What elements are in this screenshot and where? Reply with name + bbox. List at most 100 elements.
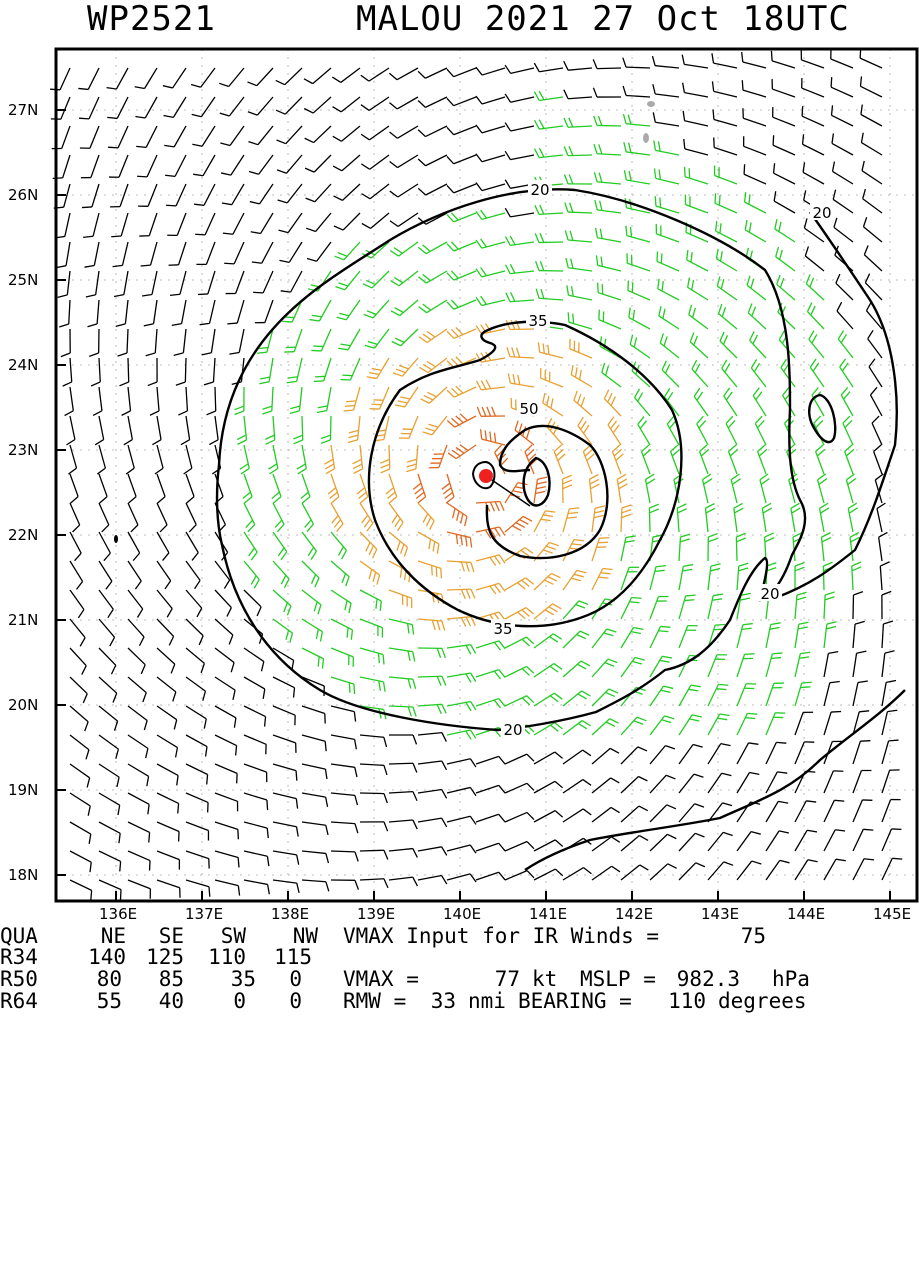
wind-barb (834, 218, 853, 242)
wind-barb (418, 561, 441, 578)
wind-barb (596, 255, 621, 271)
wind-barb (654, 168, 679, 184)
wind-barb (138, 184, 157, 206)
wind-barb (660, 333, 679, 358)
contour-label: 20 (812, 204, 831, 222)
wind-barb (442, 474, 454, 503)
wind-barb (705, 504, 714, 532)
wind-barb (418, 648, 445, 658)
wind-barb (628, 281, 650, 300)
wind-barb (688, 278, 708, 300)
wind-barb (99, 822, 120, 843)
wind-barb (157, 735, 177, 757)
wind-barbs (50, 48, 902, 900)
wind-barb (157, 880, 180, 898)
wind-barb (690, 333, 708, 358)
wind-barb (88, 300, 99, 327)
wind-barb (334, 213, 360, 230)
wind-barb (137, 155, 157, 177)
bearing-label: BEARING = (518, 990, 632, 1012)
wind-barb (273, 619, 292, 643)
lat-label: 20N (8, 696, 38, 714)
contour-label: 35 (493, 620, 512, 638)
wind-barb (802, 106, 824, 126)
wind-barb (621, 505, 631, 532)
wind-barb (505, 637, 534, 648)
wind-barb (476, 268, 505, 277)
r50-ne: 80 (62, 968, 122, 990)
wind-barb (638, 417, 650, 445)
wind-barb (766, 623, 781, 648)
wind-barb (621, 777, 647, 793)
wind-barb (276, 68, 302, 85)
wind-barb (418, 676, 446, 685)
wind-barb (157, 648, 175, 673)
wind-barb (265, 416, 274, 444)
wind-barb (418, 847, 447, 856)
wind-barb (268, 445, 277, 474)
wind-barb (853, 859, 874, 880)
wind-barb (571, 365, 592, 387)
wind-barb (196, 242, 215, 264)
wind-barb (95, 416, 103, 445)
wind-barb (564, 61, 592, 70)
wind-barb (476, 756, 505, 764)
wind-barb (141, 242, 157, 266)
wind-barb (193, 155, 215, 176)
wind-barb (448, 445, 476, 459)
wind-barb (621, 747, 647, 764)
ne-header: NE (66, 925, 126, 947)
wind-barb (157, 793, 179, 813)
wind-barb (97, 445, 105, 474)
wind-barb (331, 503, 343, 532)
wind-barb (882, 858, 902, 880)
wind-barb (592, 778, 619, 793)
wind-barb (563, 631, 589, 648)
wind-barb (737, 624, 753, 648)
wind-barb (389, 648, 415, 661)
wind-barb (853, 829, 873, 851)
r64-nw: 0 (242, 990, 302, 1012)
wind-barb (682, 55, 708, 68)
wind-barb (715, 165, 737, 184)
wind-barb (515, 421, 534, 445)
wind-barb (626, 226, 650, 242)
wind-barb (244, 851, 269, 866)
lon-label: 137E (185, 905, 223, 923)
wind-barb (742, 80, 766, 97)
wind-barb (708, 564, 721, 590)
wind-barb (654, 140, 679, 155)
wind-barb (534, 781, 563, 793)
wind-barb (862, 161, 882, 184)
wind-barb (447, 759, 476, 767)
wind-barb (758, 445, 767, 474)
wind-barb (99, 561, 112, 589)
wind-barb (791, 503, 800, 532)
wind-barb (418, 619, 445, 631)
wind-barb (563, 780, 591, 793)
wind-barb (679, 863, 705, 880)
wind-barb (157, 474, 165, 503)
wind-barb (823, 562, 832, 590)
wind-barb (70, 764, 90, 787)
wind-barb (333, 97, 360, 112)
wind-barb (302, 648, 323, 669)
wind-barb (447, 126, 476, 135)
wind-barb (772, 79, 795, 97)
wind-barb (113, 242, 128, 267)
wind-barb (118, 329, 128, 356)
wind-barb (244, 880, 269, 894)
wind-barb (215, 677, 235, 700)
wind-barb (731, 474, 740, 503)
wind-barb (505, 516, 532, 532)
wind-barb (195, 213, 215, 235)
wind-barb (186, 764, 208, 784)
wind-barb (766, 742, 786, 764)
wind-barb (302, 793, 328, 807)
wind-barb (564, 175, 592, 184)
wind-barb (389, 849, 417, 858)
wind-barb (766, 683, 784, 706)
lat-label: 27N (8, 101, 38, 119)
wind-barb (506, 292, 534, 301)
wind-barb (447, 787, 476, 795)
